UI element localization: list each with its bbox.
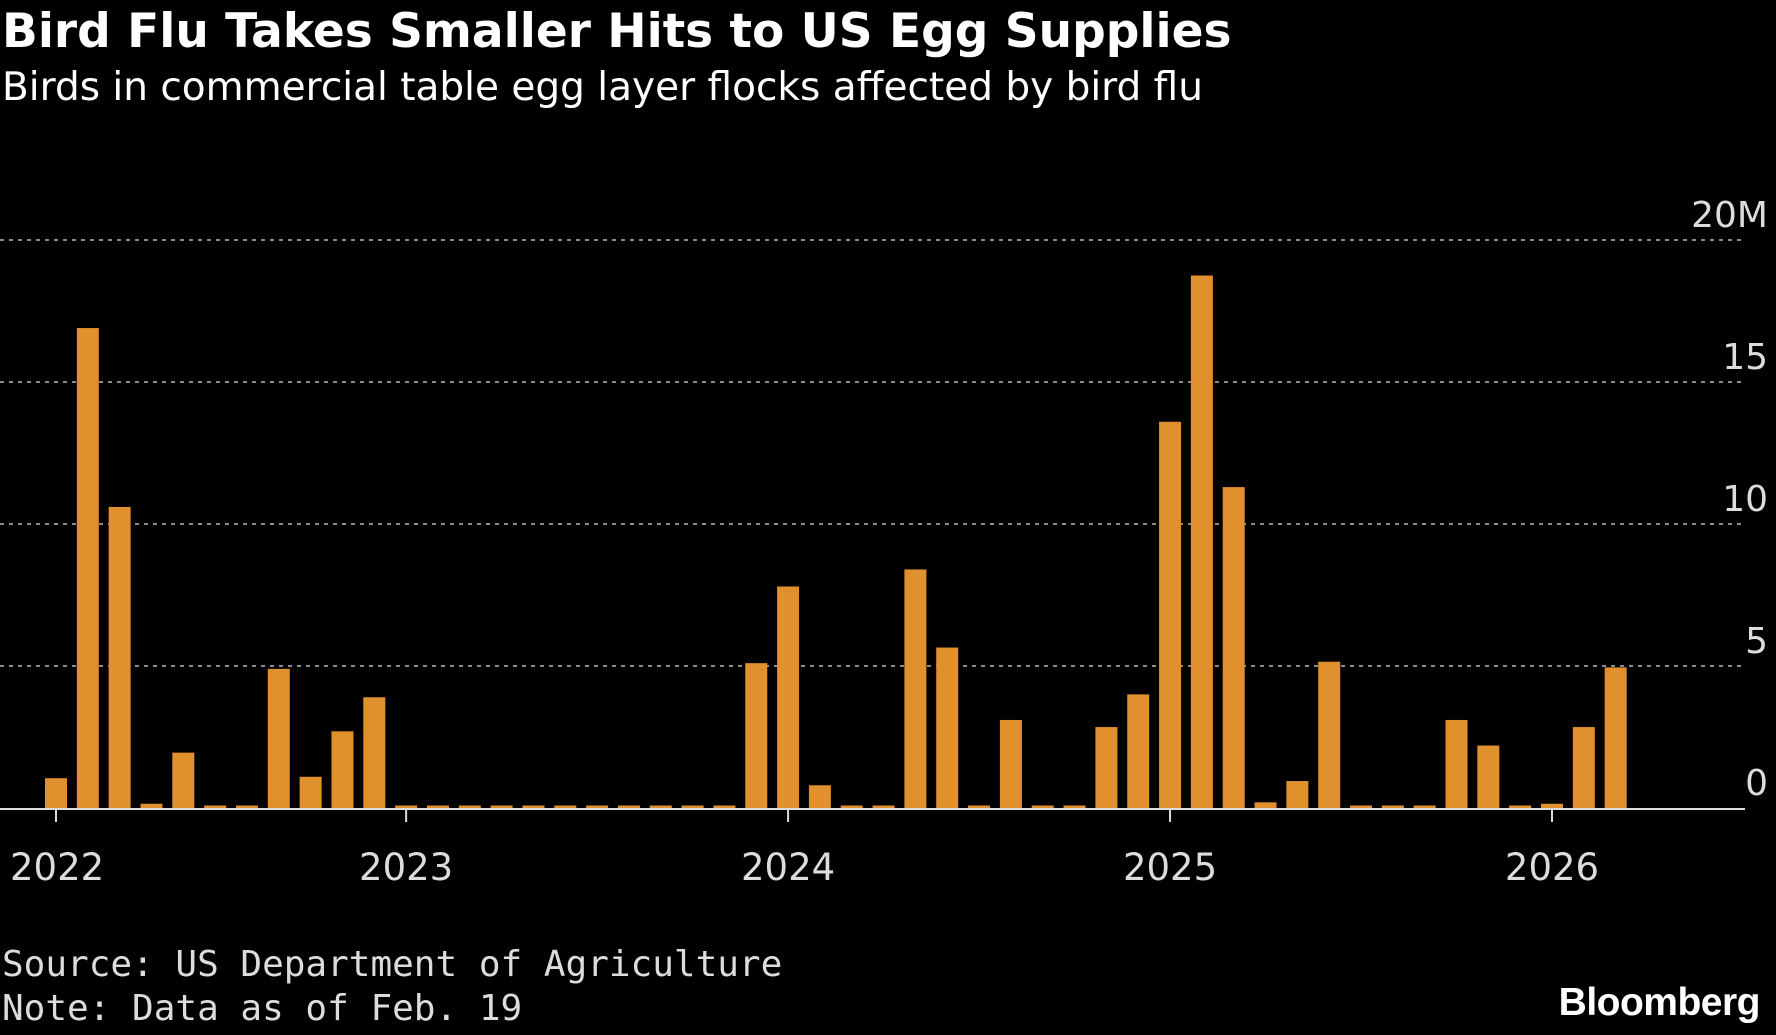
bar-2025-01	[1190, 275, 1213, 808]
bar-2022-09	[299, 776, 322, 808]
bar-2025-04	[1286, 781, 1309, 808]
bar-2026-02	[1604, 667, 1627, 808]
bar-2025-07	[1381, 805, 1404, 808]
bars	[45, 275, 1627, 808]
bar-2023-02	[458, 805, 481, 808]
bar-2025-03	[1254, 802, 1277, 808]
bar-2024-10	[1095, 727, 1118, 808]
chart-subtitle: Birds in commercial table egg layer floc…	[2, 65, 1203, 110]
y-tick-label: 20M	[1691, 195, 1768, 236]
x-tick-label: 2022	[10, 846, 104, 889]
bar-2024-03	[872, 805, 895, 808]
gridlines	[0, 239, 1745, 667]
bar-2024-01	[808, 785, 831, 808]
bar-2022-03	[108, 506, 131, 808]
chart-title: Bird Flu Takes Smaller Hits to US Egg Su…	[2, 4, 1232, 59]
x-axis-labels: 2022 2023 2024 2025 2026	[10, 809, 1599, 889]
bar-2022-10	[331, 731, 354, 808]
x-tick-label: 2026	[1505, 846, 1599, 889]
bar-2022-07	[235, 805, 258, 808]
bar-2023-04	[522, 805, 545, 808]
bar-2025-02	[1222, 487, 1245, 808]
bar-2025-12	[1541, 803, 1564, 808]
bar-2023-06	[586, 805, 609, 808]
source-note: Source: US Department of Agriculture	[2, 944, 783, 985]
bar-2022-08	[267, 668, 290, 808]
bar-2023-11	[745, 663, 768, 808]
x-tick-label: 2024	[741, 846, 835, 889]
bar-2024-08	[1031, 805, 1054, 808]
y-tick-label: 5	[1745, 621, 1768, 662]
bar-2024-09	[1063, 805, 1086, 808]
bar-2024-07	[999, 719, 1022, 808]
bar-2023-09	[681, 805, 704, 808]
bar-2023-08	[649, 805, 672, 808]
bar-2022-06	[204, 805, 227, 808]
bar-2025-06	[1350, 805, 1373, 808]
y-tick-label: 15	[1722, 337, 1768, 378]
bloomberg-logo: Bloomberg	[1558, 981, 1761, 1024]
bar-2022-02	[76, 328, 99, 808]
bar-2024-06	[968, 805, 991, 808]
x-tick-label: 2025	[1123, 846, 1217, 889]
bar-2024-11	[1127, 694, 1150, 808]
bar-2022-04	[140, 803, 163, 808]
bar-2023-10	[713, 805, 736, 808]
data-note: Note: Data as of Feb. 19	[2, 988, 523, 1029]
bar-2023-07	[617, 805, 640, 808]
bar-2025-09	[1445, 719, 1468, 808]
bar-2025-05	[1318, 661, 1341, 808]
bar-chart: 0 5 10 15 20M 2022 2023 2024 2025 2026	[0, 195, 1768, 889]
bar-2022-11	[363, 697, 386, 808]
bar-2025-11	[1509, 805, 1532, 808]
bar-2024-05	[936, 647, 959, 808]
bar-2023-05	[554, 805, 577, 808]
y-axis-labels: 0 5 10 15 20M	[1691, 195, 1768, 804]
x-tick-label: 2023	[359, 846, 453, 889]
y-tick-label: 10	[1722, 479, 1768, 520]
bar-2022-05	[172, 752, 195, 808]
bar-2024-02	[840, 805, 863, 808]
bar-2025-10	[1477, 745, 1500, 808]
bar-2024-04	[904, 569, 927, 808]
bar-2023-01	[426, 805, 449, 808]
y-tick-label: 0	[1745, 763, 1768, 804]
bar-2022-01	[45, 778, 67, 808]
bar-2025-08	[1413, 805, 1436, 808]
bar-2024-12	[1159, 421, 1182, 808]
bar-2023-12	[777, 586, 800, 808]
bar-2026-01	[1572, 727, 1595, 808]
bar-2023-03	[490, 805, 513, 808]
bar-2022-12	[395, 805, 418, 808]
